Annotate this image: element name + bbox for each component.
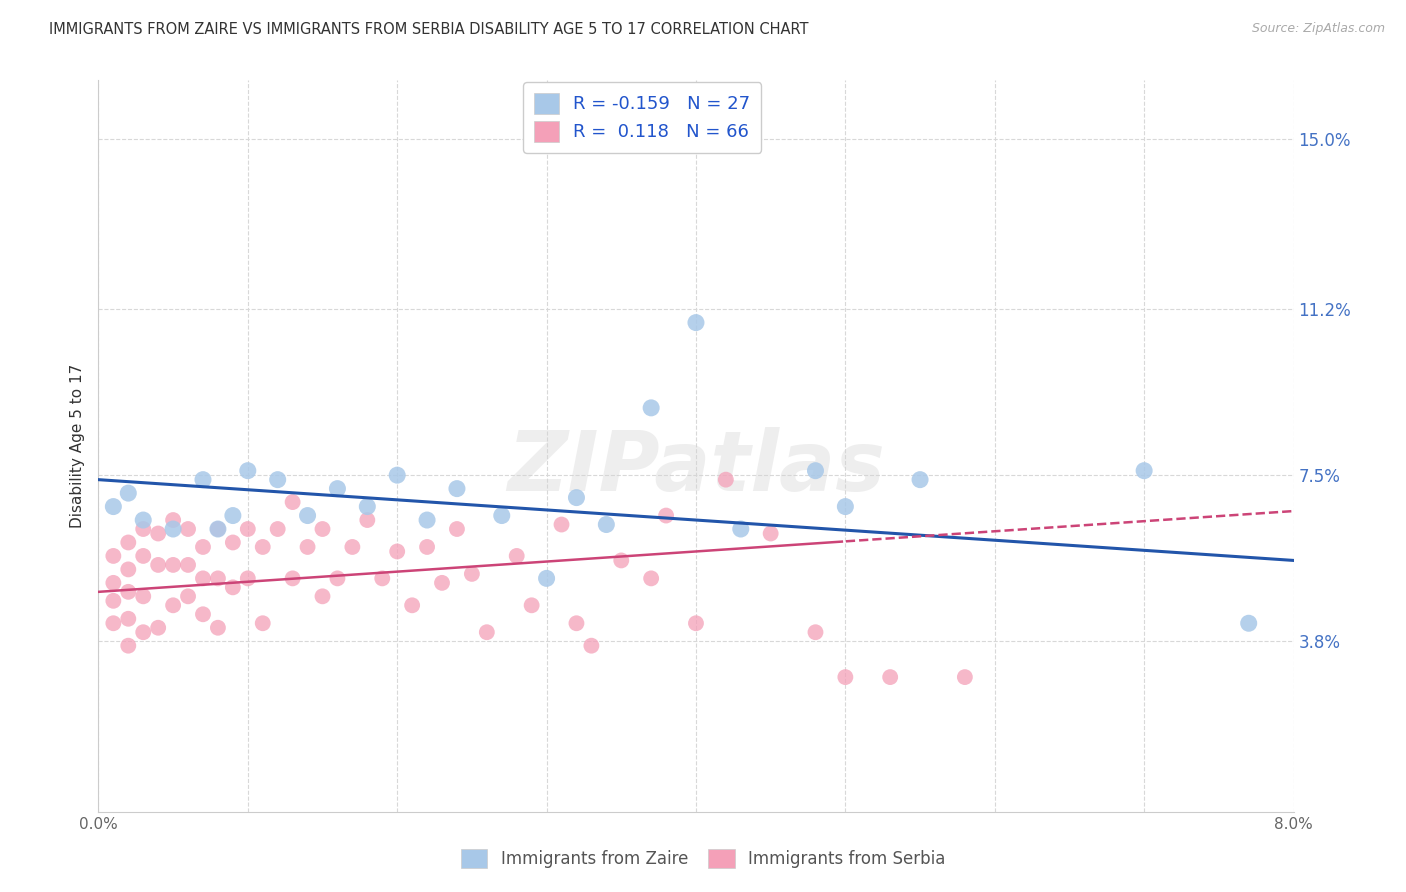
Point	[103, 549, 125, 563]
Point	[132, 590, 155, 604]
Point	[908, 473, 931, 487]
Point	[162, 522, 184, 536]
Point	[191, 607, 214, 622]
Point	[385, 468, 409, 483]
Point	[132, 522, 155, 536]
Point	[506, 549, 529, 563]
Point	[326, 482, 349, 496]
Point	[148, 621, 170, 635]
Point	[117, 562, 139, 576]
Point	[520, 599, 543, 613]
Point	[640, 401, 662, 415]
Point	[385, 544, 409, 558]
Point	[222, 580, 245, 594]
Point	[655, 508, 678, 523]
Y-axis label: Disability Age 5 to 17: Disability Age 5 to 17	[69, 364, 84, 528]
Point	[804, 625, 827, 640]
Point	[371, 571, 394, 585]
Legend: R = -0.159   N = 27, R =  0.118   N = 66: R = -0.159 N = 27, R = 0.118 N = 66	[523, 82, 762, 153]
Point	[103, 594, 125, 608]
Point	[148, 558, 170, 572]
Text: ZIPatlas: ZIPatlas	[508, 427, 884, 508]
Point	[685, 316, 707, 330]
Point	[103, 575, 125, 590]
Point	[162, 558, 184, 572]
Point	[252, 616, 274, 631]
Point	[117, 486, 139, 500]
Point	[446, 522, 468, 536]
Point	[356, 500, 378, 514]
Text: IMMIGRANTS FROM ZAIRE VS IMMIGRANTS FROM SERBIA DISABILITY AGE 5 TO 17 CORRELATI: IMMIGRANTS FROM ZAIRE VS IMMIGRANTS FROM…	[49, 22, 808, 37]
Point	[685, 616, 707, 631]
Point	[804, 464, 827, 478]
Point	[491, 508, 513, 523]
Point	[162, 599, 184, 613]
Point	[191, 473, 214, 487]
Point	[475, 625, 498, 640]
Point	[730, 522, 752, 536]
Point	[103, 500, 125, 514]
Point	[1133, 464, 1156, 478]
Point	[714, 473, 737, 487]
Point	[267, 522, 290, 536]
Point	[236, 464, 259, 478]
Point	[117, 639, 139, 653]
Point	[401, 599, 423, 613]
Point	[416, 540, 439, 554]
Point	[550, 517, 572, 532]
Point	[191, 571, 214, 585]
Point	[207, 522, 229, 536]
Point	[759, 526, 782, 541]
Point	[132, 625, 155, 640]
Point	[356, 513, 378, 527]
Point	[953, 670, 976, 684]
Point	[207, 522, 229, 536]
Point	[595, 517, 617, 532]
Point	[117, 612, 139, 626]
Point	[117, 584, 139, 599]
Point	[236, 571, 259, 585]
Point	[162, 513, 184, 527]
Point	[834, 500, 856, 514]
Point	[207, 571, 229, 585]
Point	[177, 590, 200, 604]
Point	[132, 513, 155, 527]
Point	[1237, 616, 1260, 631]
Point	[297, 508, 319, 523]
Point	[430, 575, 453, 590]
Point	[148, 526, 170, 541]
Point	[640, 571, 662, 585]
Point	[222, 508, 245, 523]
Point	[416, 513, 439, 527]
Point	[879, 670, 901, 684]
Point	[222, 535, 245, 549]
Point	[281, 571, 304, 585]
Point	[565, 491, 588, 505]
Point	[132, 549, 155, 563]
Point	[536, 571, 558, 585]
Point	[281, 495, 304, 509]
Legend: Immigrants from Zaire, Immigrants from Serbia: Immigrants from Zaire, Immigrants from S…	[454, 843, 952, 875]
Point	[565, 616, 588, 631]
Point	[207, 621, 229, 635]
Point	[342, 540, 364, 554]
Point	[103, 616, 125, 631]
Point	[834, 670, 856, 684]
Point	[326, 571, 349, 585]
Point	[252, 540, 274, 554]
Point	[461, 566, 484, 581]
Point	[191, 540, 214, 554]
Point	[267, 473, 290, 487]
Point	[311, 522, 333, 536]
Text: Source: ZipAtlas.com: Source: ZipAtlas.com	[1251, 22, 1385, 36]
Point	[117, 535, 139, 549]
Point	[610, 553, 633, 567]
Point	[177, 522, 200, 536]
Point	[311, 590, 333, 604]
Point	[297, 540, 319, 554]
Point	[446, 482, 468, 496]
Point	[177, 558, 200, 572]
Point	[236, 522, 259, 536]
Point	[581, 639, 603, 653]
